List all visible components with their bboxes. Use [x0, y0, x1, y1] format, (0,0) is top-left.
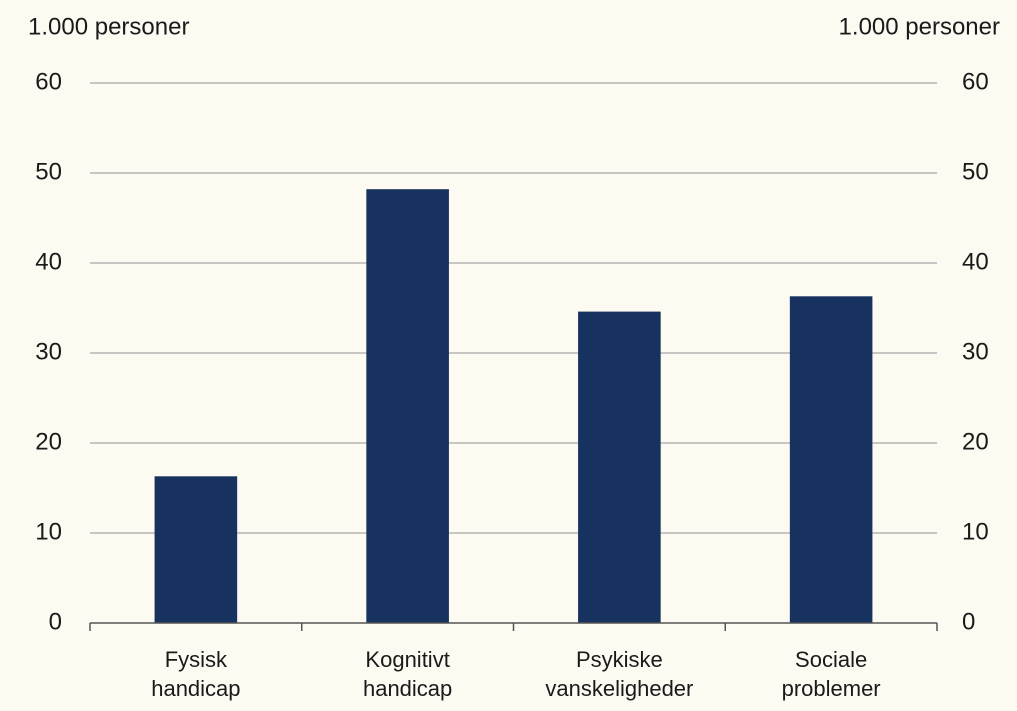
bar: [366, 189, 449, 623]
bar: [578, 311, 661, 623]
y-tick-label: 50: [35, 158, 62, 185]
y-axis-label: 1.000 personer: [28, 13, 189, 40]
y2-tick-label: 40: [962, 248, 989, 275]
y-tick-label: 60: [35, 68, 62, 95]
y2-tick-label: 0: [962, 608, 975, 635]
y2-axis-label: 1.000 personer: [839, 13, 1000, 40]
bar: [154, 476, 238, 623]
y-tick-label: 0: [49, 608, 62, 635]
y2-tick-label: 20: [962, 428, 989, 455]
y2-tick-label: 60: [962, 68, 989, 95]
x-tick-label: Kognitivt handicap: [363, 647, 452, 701]
y-tick-label: 20: [35, 428, 62, 455]
y-tick-label: 30: [35, 338, 62, 365]
bar: [789, 296, 873, 623]
x-tick-label: Sociale problemer: [782, 647, 881, 701]
x-tick-label: Fysisk handicap: [151, 647, 240, 701]
y2-tick-label: 30: [962, 338, 989, 365]
x-tick-label: Psykiske vanskeligheder: [545, 647, 693, 701]
y-tick-label: 40: [35, 248, 62, 275]
y2-tick-label: 50: [962, 158, 989, 185]
y2-tick-label: 10: [962, 518, 989, 545]
y-tick-label: 10: [35, 518, 62, 545]
